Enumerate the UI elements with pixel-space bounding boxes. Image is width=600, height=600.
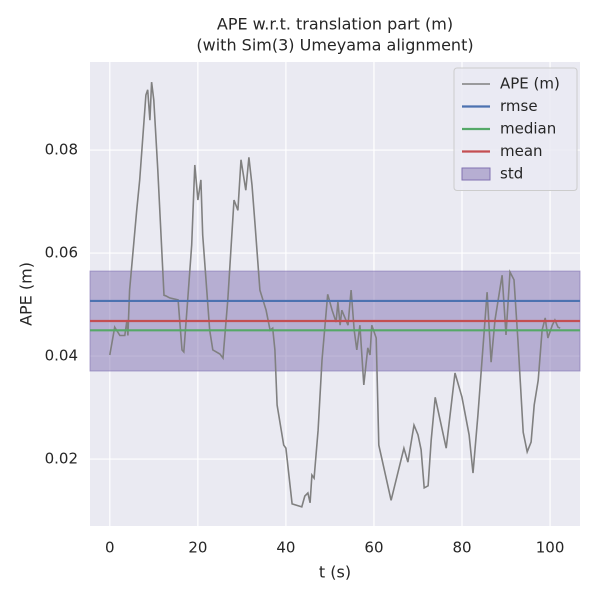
y-axis-label: APE (m) (17, 262, 36, 326)
legend-label: APE (m) (500, 75, 560, 93)
x-tick-label: 0 (105, 539, 115, 557)
x-tick-label: 20 (188, 539, 207, 557)
legend-label: std (500, 165, 523, 183)
x-axis-label: t (s) (319, 563, 351, 582)
chart-subtitle: (with Sim(3) Umeyama alignment) (196, 36, 473, 55)
x-tick-label: 40 (276, 539, 295, 557)
y-tick-label: 0.02 (45, 450, 78, 468)
x-tick-label: 80 (452, 539, 471, 557)
ape-line (109, 82, 561, 508)
legend-label: median (500, 120, 556, 138)
y-tick-label: 0.06 (45, 244, 78, 262)
y-tick-label: 0.08 (45, 141, 78, 159)
x-tick-label: 100 (536, 539, 565, 557)
x-tick-label: 60 (364, 539, 383, 557)
legend-swatch (461, 167, 491, 181)
legend-label: rmse (500, 97, 538, 115)
legend-box (453, 67, 578, 191)
y-tick-label: 0.04 (45, 347, 78, 365)
legend-label: mean (500, 142, 543, 160)
chart-title: APE w.r.t. translation part (m) (217, 15, 453, 34)
